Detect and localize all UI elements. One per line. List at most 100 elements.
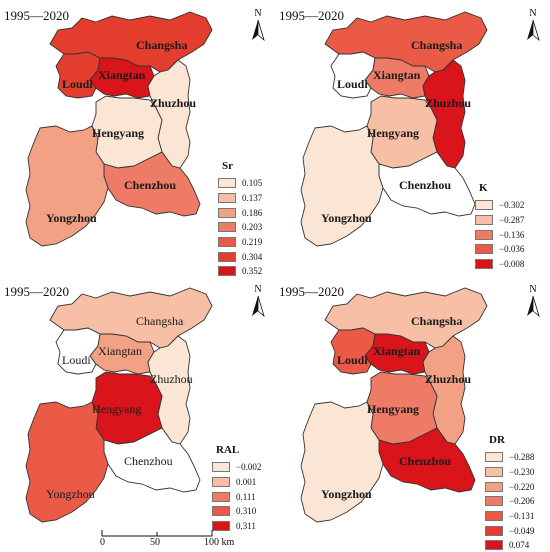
label-yongzhou: Yongzhou	[321, 487, 372, 501]
north-arrow-icon: N	[248, 284, 268, 318]
legend-swatch	[218, 178, 236, 189]
legend-title: RAL	[216, 444, 240, 456]
region-loudi	[55, 51, 101, 99]
legend-value: 0.074	[509, 540, 530, 551]
legend-item: 0.311	[212, 519, 261, 534]
label-hengyang: Hengyang	[367, 402, 419, 416]
legend-swatch	[218, 193, 236, 204]
legend-item: −0.220	[485, 479, 534, 494]
legend-item: 0.352	[218, 264, 262, 276]
legend-value: 0.137	[242, 193, 263, 204]
label-zhuzhou: Zhuzhou	[425, 372, 471, 386]
legend-ral: RAL −0.002 0.001 0.111 0.310 0.311	[212, 444, 261, 533]
label-changsha: Changsha	[136, 38, 187, 52]
legend-title: K	[479, 182, 488, 194]
legend-rows: −0.002 0.001 0.111 0.310 0.311	[212, 460, 261, 533]
region-yongzhou	[300, 125, 384, 247]
panel-title: 1995—2020	[4, 284, 69, 299]
legend-swatch	[475, 229, 493, 240]
legend-item: −0.206	[485, 494, 534, 509]
label-hengyang: Hengyang	[92, 402, 141, 416]
legend-rows: −0.288 −0.230 −0.220 −0.206 −0.131 −0.049 0.07…	[485, 450, 534, 552]
legend-item: −0.036	[475, 242, 524, 257]
panel-title: 1995—2020	[279, 8, 344, 23]
label-changsha: Changsha	[136, 314, 184, 328]
legend-item: 0.219	[218, 235, 262, 250]
legend-value: −0.136	[499, 229, 525, 240]
legend-item: 0.137	[218, 191, 262, 206]
panel-title: 1995—2020	[279, 284, 344, 299]
label-hengyang: Hengyang	[92, 126, 144, 140]
legend-swatch	[218, 222, 236, 233]
legend-item: 0.304	[218, 249, 262, 264]
map-sr: Changsha Loudi Xiangtan Zhuzhou Hengyang…	[25, 11, 213, 247]
legend-value: −0.002	[236, 462, 262, 473]
legend-item: −0.287	[475, 213, 524, 228]
label-zhuzhou: Zhuzhou	[150, 96, 196, 110]
legend-swatch	[212, 477, 230, 488]
legend-sr: Sr 0.105 0.137 0.186 0.203 0.219 0.304 0.352	[218, 160, 262, 276]
map-panel-k: Changsha Loudi Xiangtan Zhuzhou Hengyang…	[275, 0, 550, 276]
map-panel-sr: Changsha Loudi Xiangtan Zhuzhou Hengyang…	[0, 0, 275, 276]
region-loudi	[330, 51, 376, 99]
legend-value: 0.186	[242, 207, 263, 218]
legend-swatch	[485, 467, 503, 478]
legend-value: −0.049	[509, 525, 535, 536]
legend-item: 0.310	[212, 504, 261, 519]
legend-title: Sr	[222, 160, 233, 172]
map-panel-dr: Changsha Loudi Xiangtan Zhuzhou Hengyang…	[275, 276, 550, 552]
legend-swatch	[218, 266, 236, 276]
legend-value: 0.311	[236, 521, 256, 532]
legend-value: −0.008	[499, 259, 525, 270]
legend-swatch	[218, 237, 236, 248]
legend-swatch	[485, 525, 503, 536]
legend-value: −0.302	[499, 200, 525, 211]
legend-value: 0.105	[242, 178, 263, 189]
legend-value: 0.310	[236, 506, 257, 517]
legend-item: 0.105	[218, 176, 262, 191]
legend-item: −0.136	[475, 227, 524, 242]
scale-label-100: 100 km	[204, 537, 235, 548]
label-chenzhou: Chenzhou	[124, 178, 176, 192]
label-yongzhou: Yongzhou	[46, 487, 95, 501]
legend-rows: −0.302 −0.287 −0.136 −0.036 −0.008	[475, 198, 524, 271]
legend-swatch	[218, 207, 236, 218]
legend-swatch	[218, 251, 236, 262]
label-changsha: Changsha	[411, 314, 462, 328]
legend-item: 0.111	[212, 489, 261, 504]
legend-item: 0.001	[212, 475, 261, 490]
region-loudi	[55, 327, 101, 375]
legend-item: −0.131	[485, 509, 534, 524]
legend-value: −0.206	[509, 496, 535, 507]
legend-item: 0.186	[218, 205, 262, 220]
map-panel-ral: Changsha Loudi Xiangtan Zhuzhou Hengyang…	[0, 276, 275, 552]
north-arrow-icon: N	[248, 8, 268, 42]
label-zhuzhou: Zhuzhou	[425, 96, 471, 110]
legend-swatch	[212, 521, 230, 532]
label-changsha: Changsha	[411, 38, 462, 52]
label-chenzhou: Chenzhou	[124, 454, 173, 468]
legend-value: −0.220	[509, 481, 535, 492]
legend-swatch	[212, 506, 230, 517]
legend-dr: DR −0.288 −0.230 −0.220 −0.206 −0.131 −0.049 0…	[485, 434, 534, 552]
region-yongzhou	[25, 125, 109, 247]
legend-swatch	[212, 462, 230, 473]
north-label: N	[529, 8, 537, 19]
legend-value: 0.203	[242, 222, 263, 233]
legend-swatch	[485, 540, 503, 551]
legend-value: 0.304	[242, 251, 263, 262]
north-arrow-icon: N	[523, 8, 543, 42]
legend-title: DR	[489, 434, 505, 446]
legend-swatch	[475, 215, 493, 226]
label-zhuzhou: Zhuzhou	[150, 372, 193, 386]
legend-item: 0.203	[218, 220, 262, 235]
legend-rows: 0.105 0.137 0.186 0.203 0.219 0.304 0.352	[218, 176, 262, 276]
legend-item: 0.074	[485, 538, 534, 552]
scale-bar: 0 50 100 km	[100, 528, 260, 552]
legend-swatch	[485, 511, 503, 522]
scale-label-0: 0	[100, 537, 105, 548]
label-xiangtan: Xiangtan	[373, 344, 421, 358]
legend-value: 0.001	[236, 477, 257, 488]
label-hengyang: Hengyang	[367, 126, 419, 140]
legend-value: 0.219	[242, 237, 263, 248]
